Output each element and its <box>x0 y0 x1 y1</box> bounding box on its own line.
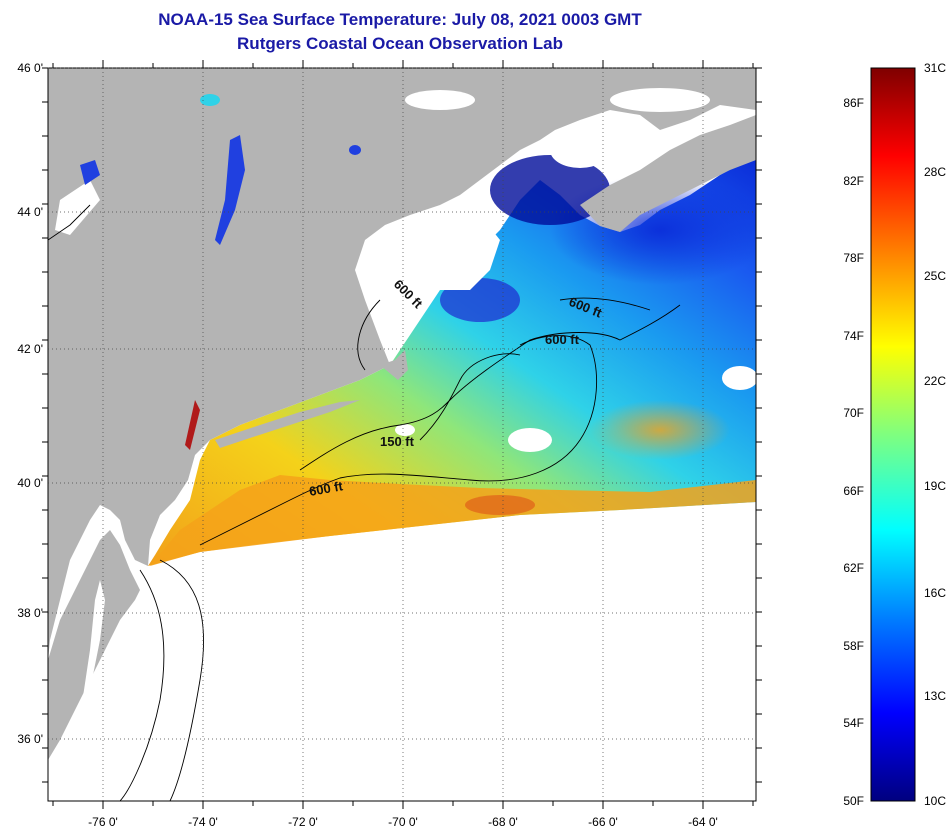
colorbar-c-label: 25C <box>924 269 946 283</box>
bathymetry-contours <box>48 204 681 801</box>
lon-label: -76 0' <box>88 815 118 829</box>
colorbar-c-label: 13C <box>924 689 946 703</box>
lat-label: 44 0' <box>17 205 43 219</box>
colorbar-celsius-labels: 31C 28C 25C 22C 19C 16C 13C 10C <box>924 61 946 808</box>
lat-label: 36 0' <box>17 732 43 746</box>
lat-label: 46 0' <box>17 61 43 75</box>
warm-spot <box>465 495 535 515</box>
colorbar-c-label: 31C <box>924 61 946 75</box>
colorbar-f-label: 50F <box>843 794 864 808</box>
colorbar-fahrenheit-labels: 86F 82F 78F 74F 70F 66F 62F 58F 54F 50F <box>843 96 864 808</box>
lake-patch-blue <box>200 94 220 106</box>
colorbar-c-label: 28C <box>924 165 946 179</box>
cloud-patch <box>355 205 500 350</box>
axis-ticks <box>42 60 762 809</box>
lon-label: -64 0' <box>688 815 718 829</box>
colorbar-f-label: 82F <box>843 174 864 188</box>
land-long-island <box>215 400 360 448</box>
lat-label: 40 0' <box>17 476 43 490</box>
colorbar <box>870 67 916 802</box>
contour-label: 600 ft <box>308 478 345 499</box>
land-nova-scotia <box>580 115 756 232</box>
lon-label: -72 0' <box>288 815 318 829</box>
cloud-over-land <box>550 132 610 168</box>
colorbar-c-label: 10C <box>924 794 946 808</box>
contour-label: 600 ft <box>545 332 580 347</box>
map-subtitle: Rutgers Coastal Ocean Observation Lab <box>237 34 563 53</box>
lon-label: -74 0' <box>188 815 218 829</box>
hudson-river-warm <box>185 400 200 450</box>
lake-patch-blue-3 <box>80 160 100 185</box>
colorbar-c-label: 22C <box>924 374 946 388</box>
cold-water-bay-of-fundy <box>490 155 610 225</box>
colorbar-f-label: 78F <box>843 251 864 265</box>
lat-label: 42 0' <box>17 342 43 356</box>
colorbar-f-label: 70F <box>843 406 864 420</box>
land-cape-cod <box>380 350 408 380</box>
map-frame <box>47 67 757 802</box>
lon-label: -66 0' <box>588 815 618 829</box>
warm-eddy <box>590 400 730 460</box>
colorbar-f-label: 58F <box>843 639 864 653</box>
warm-band <box>150 475 756 566</box>
colorbar-f-label: 62F <box>843 561 864 575</box>
lon-label: -68 0' <box>488 815 518 829</box>
cloud-patch-4 <box>395 424 415 436</box>
lake-patch-blue-2 <box>349 145 361 155</box>
cloud-patch-2 <box>508 428 552 452</box>
lat-label: 38 0' <box>17 606 43 620</box>
chesapeake-bay <box>78 580 105 750</box>
colorbar-f-label: 74F <box>843 329 864 343</box>
contour-label: 150 ft <box>380 434 415 449</box>
lake-ontario-area <box>55 180 100 235</box>
colorbar-f-label: 54F <box>843 716 864 730</box>
colorbar-c-label: 19C <box>924 479 946 493</box>
colorbar-f-label: 66F <box>843 484 864 498</box>
lake-patch <box>405 90 475 110</box>
cloud-over-land-2 <box>610 88 710 112</box>
colorbar-f-label: 86F <box>843 96 864 110</box>
lon-label: -70 0' <box>388 815 418 829</box>
map-title: NOAA-15 Sea Surface Temperature: July 08… <box>158 10 642 29</box>
lake-champlain <box>215 135 245 245</box>
colorbar-c-label: 16C <box>924 586 946 600</box>
cloud-patch-3 <box>722 366 756 390</box>
